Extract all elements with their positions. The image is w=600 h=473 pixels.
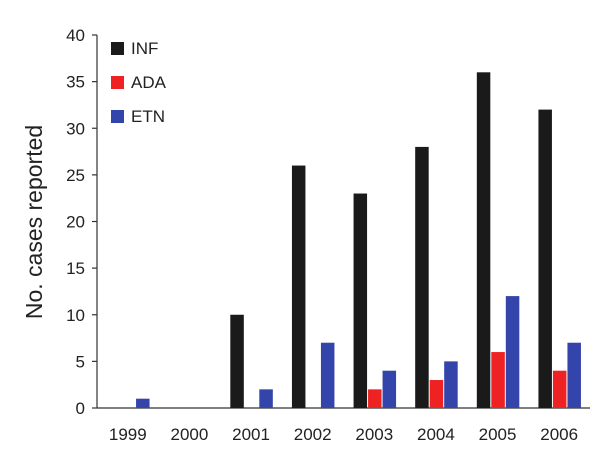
x-tick-label: 2001 <box>232 425 270 444</box>
bar-etn-2005 <box>505 296 520 408</box>
bar-inf-2001 <box>230 314 244 408</box>
bar-inf-2004 <box>415 146 429 408</box>
legend: INF ADA ETN <box>111 39 167 126</box>
bar-ada-2006 <box>552 370 567 408</box>
x-tick-label: 2003 <box>355 425 393 444</box>
y-tick-label: 40 <box>66 26 85 45</box>
y-tick-label: 0 <box>76 399 85 418</box>
x-tick-label: 2004 <box>417 425 455 444</box>
y-tick-label: 25 <box>66 166 85 185</box>
legend-swatch-etn <box>111 110 124 123</box>
x-tick-label: 2005 <box>479 425 517 444</box>
y-ticks: 0 5 10 15 20 25 30 35 40 <box>66 26 97 418</box>
bar-ada-2003 <box>368 389 382 408</box>
bar-etn-2001 <box>259 389 273 408</box>
bar-etn-2003 <box>382 370 397 408</box>
x-tick-label: 2000 <box>171 425 209 444</box>
y-tick-label: 5 <box>76 352 85 371</box>
bar-etn-1999 <box>136 398 150 408</box>
y-axis-label: No. cases reported <box>21 125 47 319</box>
y-tick-label: 20 <box>66 213 85 232</box>
y-tick-label: 35 <box>66 73 85 92</box>
y-tick-label: 30 <box>66 119 85 138</box>
x-ticks: 1999 2000 2001 2002 2003 2004 2005 2006 <box>109 425 578 444</box>
bar-inf-2005 <box>476 72 491 409</box>
x-tick-label: 2002 <box>294 425 332 444</box>
bar-inf-2002 <box>291 165 306 408</box>
bar-ada-2005 <box>491 352 505 408</box>
x-tick-label: 1999 <box>109 425 147 444</box>
legend-swatch-inf <box>111 42 124 55</box>
y-tick-label: 15 <box>66 259 85 278</box>
bar-inf-2006 <box>538 109 552 408</box>
y-axis-label-group: No. cases reported <box>21 125 47 319</box>
legend-label-inf: INF <box>131 39 158 58</box>
bars <box>136 72 581 409</box>
x-tick-label: 2006 <box>540 425 578 444</box>
bar-inf-2003 <box>353 193 368 408</box>
bar-etn-2006 <box>567 342 581 408</box>
bar-ada-2004 <box>429 380 444 408</box>
bar-etn-2002 <box>320 342 335 408</box>
legend-label-etn: ETN <box>131 107 165 126</box>
y-tick-label: 10 <box>66 306 85 325</box>
legend-swatch-ada <box>111 76 124 89</box>
bar-etn-2004 <box>444 361 458 408</box>
legend-label-ada: ADA <box>131 73 167 92</box>
